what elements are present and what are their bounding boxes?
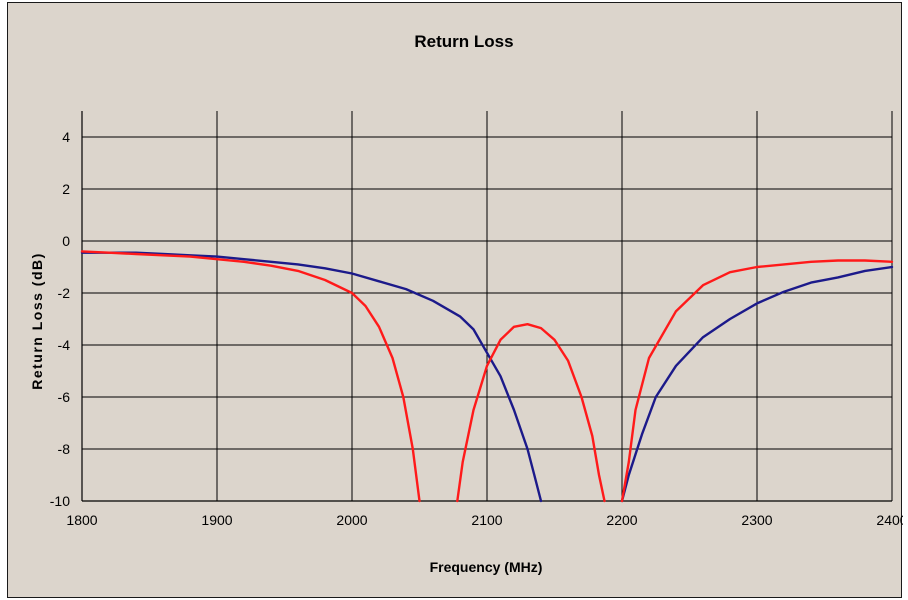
- y-tick-label: -6: [58, 389, 71, 405]
- chart-frame: Return Loss 1800 1900 2000 2100 2200 2300 2400…: [7, 2, 903, 598]
- y-axis-title: Return Loss (dB): [29, 252, 45, 390]
- x-tick-label: 2300: [741, 512, 772, 528]
- return-loss-chart: Return Loss 1800 1900 2000 2100 2200 2300 2400…: [29, 32, 903, 575]
- x-tick-label: 2200: [606, 512, 637, 528]
- x-tick-label: 2000: [336, 512, 367, 528]
- series-layer: [80, 250, 894, 503]
- x-tick-label: 2400: [876, 512, 903, 528]
- y-tick-label: 0: [62, 233, 70, 249]
- y-tick-label: -4: [58, 337, 71, 353]
- y-tick-label: -8: [58, 441, 71, 457]
- red-series-line: [620, 259, 894, 503]
- y-tick-label: 4: [62, 129, 70, 145]
- tick-layer: 1800 1900 2000 2100 2200 2300 2400 4 2 0 -2 -4 -6 -8 -…: [50, 129, 903, 528]
- blue-series-line: [80, 251, 543, 503]
- x-axis-title: Frequency (MHz): [430, 559, 543, 575]
- y-tick-label: -2: [58, 285, 71, 301]
- x-tick-label: 1800: [66, 512, 97, 528]
- grid-layer: [81, 111, 893, 502]
- y-tick-label: 2: [62, 181, 70, 197]
- blue-series-line: [620, 265, 894, 503]
- red-series-line: [456, 323, 606, 503]
- chart-title: Return Loss: [414, 32, 513, 51]
- x-tick-label: 1900: [201, 512, 232, 528]
- x-tick-label: 2100: [471, 512, 502, 528]
- y-tick-label: -10: [50, 493, 70, 509]
- red-series-line: [80, 250, 421, 503]
